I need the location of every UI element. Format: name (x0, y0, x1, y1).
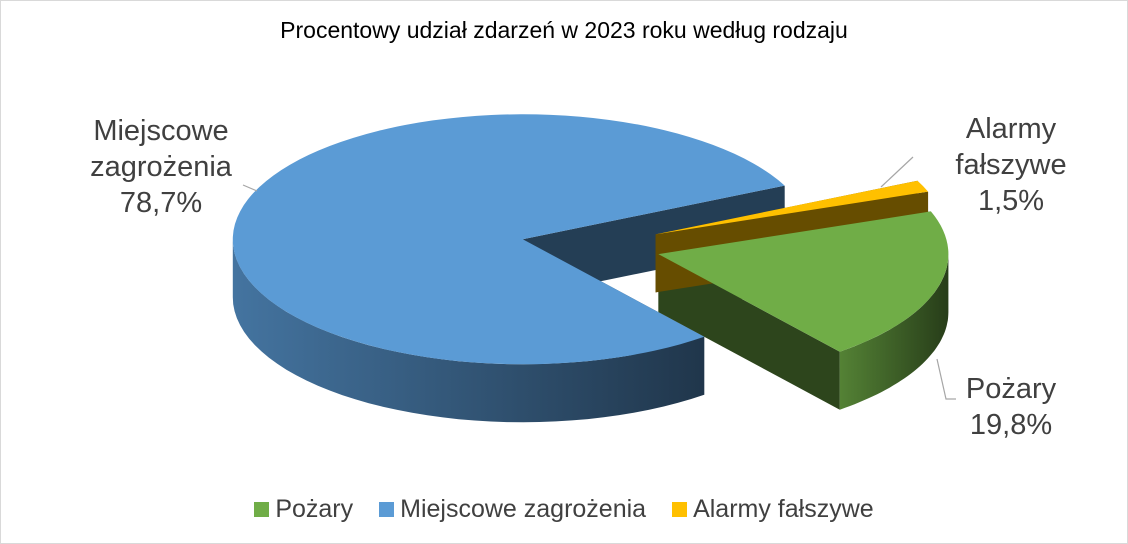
legend-label: Pożary (275, 495, 354, 523)
leader-line (936, 358, 956, 400)
slice-wall (232, 239, 705, 423)
slice (232, 114, 785, 365)
slice-side (522, 185, 785, 298)
leader-line (242, 184, 258, 192)
data-label-value: 78,7% (119, 187, 203, 219)
legend-item: Miejscowe zagrożenia (379, 495, 646, 524)
data-label: Miejscowe zagrożenia 78,7% (61, 113, 261, 221)
legend-item: Alarmy fałszywe (672, 495, 874, 524)
legend-swatch (672, 502, 688, 517)
data-label-value: 1,5% (977, 185, 1045, 217)
tops (232, 114, 949, 365)
data-label: Pożary 19,8% (936, 371, 1086, 443)
data-label-name: Alarmy fałszywe (955, 113, 1067, 181)
slice (658, 211, 949, 352)
legend-label: Alarmy fałszywe (693, 495, 874, 523)
chart-title: Procentowy udział zdarzeń w 2023 roku we… (280, 17, 848, 43)
legend-label: Miejscowe zagrożenia (400, 495, 647, 523)
legend: Pożary Miejscowe zagrożenia Alarmy fałszyw… (1, 495, 1127, 524)
legend-item: Pożary (254, 495, 353, 524)
data-label-name: Miejscowe zagrożenia (90, 115, 232, 183)
slice (655, 180, 929, 235)
legend-swatch (379, 502, 395, 517)
walls (232, 239, 949, 423)
data-label: Alarmy fałszywe 1,5% (921, 111, 1101, 219)
data-label-name: Pożary (965, 373, 1057, 405)
legend-swatch (254, 502, 270, 517)
data-label-value: 19,8% (969, 409, 1053, 441)
slice-wall (839, 254, 949, 410)
leader-line (880, 156, 914, 188)
slice-side (658, 254, 840, 410)
